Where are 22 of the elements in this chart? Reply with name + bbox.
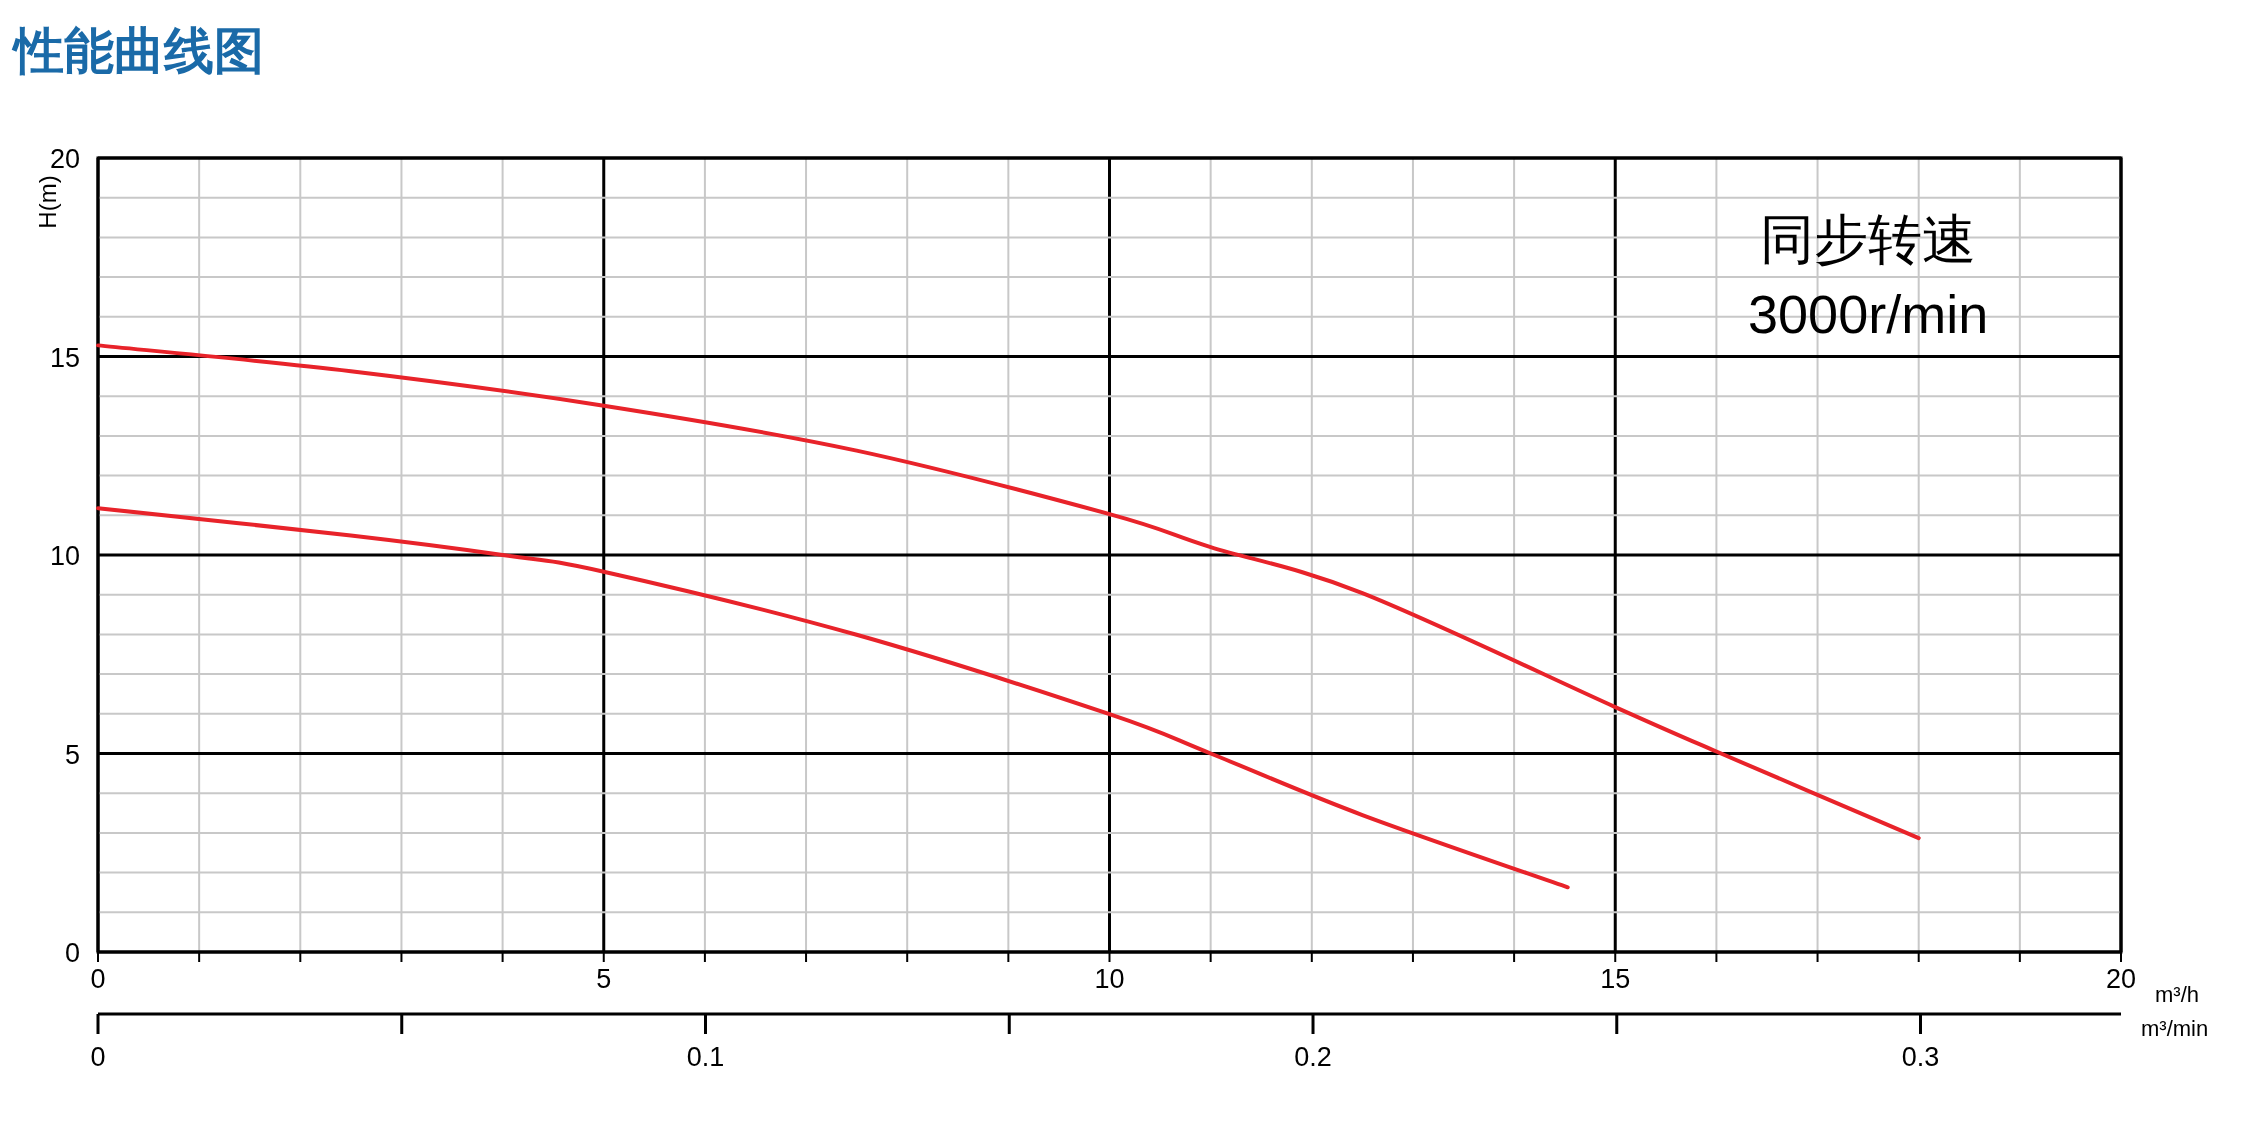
x2-axis-title: m³/min [2141,1016,2209,1041]
y-tick-label: 5 [64,739,80,770]
x2-tick-label: 0.1 [686,1042,725,1072]
x-tick-label: 0 [90,964,106,994]
y-tick-label: 10 [49,541,80,571]
y-axis-title: H(m) [34,175,61,229]
line-series [96,506,1570,890]
x-tick-label: 15 [1600,964,1631,994]
chart-title: 性能曲线图 [11,23,264,79]
x2-tick-label: 0.2 [1294,1042,1332,1072]
x-axis-title: m³/h [2155,982,2199,1007]
annotation: 同步转速 [1760,209,1977,269]
x2-tick-label: 0 [90,1042,106,1072]
y-tick-label: 0 [64,938,80,968]
x-tick-label: 10 [1094,964,1125,994]
line-series [96,343,1921,841]
y-tick-label: 20 [49,144,80,174]
annotation: 3000r/min [1748,284,1989,344]
x-tick-label: 5 [596,964,612,994]
x-tick-label: 20 [2105,964,2137,994]
y-tick-label: 15 [49,342,80,373]
x2-tick-label: 0.3 [1901,1042,1940,1072]
